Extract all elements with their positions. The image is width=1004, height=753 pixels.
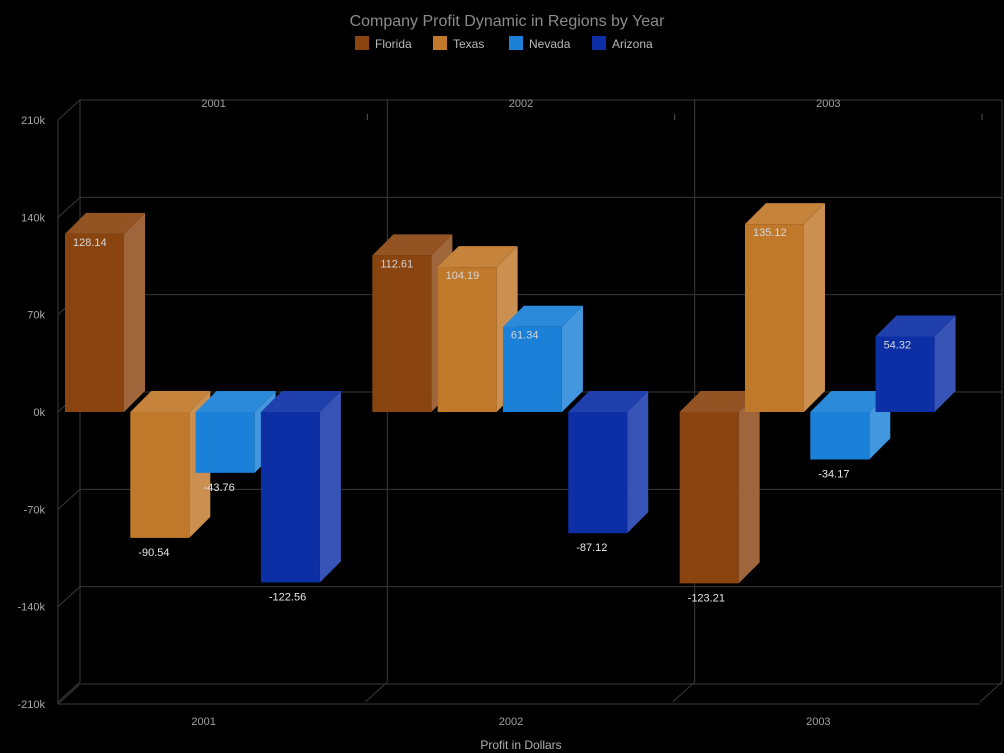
floor-line — [672, 681, 696, 703]
bar-top — [744, 203, 825, 225]
data-label: -123.21 — [688, 592, 725, 604]
data-labels: 128.14 -90.54 -43.76 -122.56 112.61 104.19 61.… — [73, 227, 911, 604]
legend-swatch-florida — [355, 36, 369, 50]
y-tick-label: 70k — [27, 310, 45, 322]
data-label: 61.34 — [511, 330, 539, 342]
bar-top — [810, 391, 891, 412]
bar-florida-2001 — [65, 212, 145, 412]
bar-nevada-2002 — [502, 305, 583, 412]
data-label: 104.19 — [446, 270, 480, 282]
bar-top — [502, 305, 583, 327]
legend-swatch-nevada — [509, 36, 523, 50]
legend-label-florida: Florida — [375, 37, 412, 51]
data-label: 112.61 — [380, 258, 413, 270]
data-label: 54.32 — [884, 339, 912, 351]
bar-front — [130, 412, 190, 538]
bars — [65, 203, 956, 584]
category-label-top: 2003 — [816, 98, 840, 110]
data-label: -87.12 — [576, 542, 607, 554]
bar-arizona-2003 — [875, 315, 956, 412]
gridline-side — [57, 683, 81, 705]
bar-texas-2003 — [744, 203, 825, 412]
y-tick-label: 140k — [21, 212, 45, 224]
data-label: -90.54 — [138, 547, 169, 559]
category-label-bottom: 2003 — [806, 716, 830, 728]
floor-line — [57, 681, 81, 703]
bar-side — [561, 305, 583, 412]
legend-swatch-arizona — [592, 36, 606, 50]
bar-nevada-2001 — [195, 391, 276, 473]
bar-front — [568, 412, 628, 534]
chart-title: Company Profit Dynamic in Regions by Yea… — [350, 13, 665, 30]
bar-top — [65, 212, 145, 234]
category-label-top: 2001 — [201, 98, 225, 110]
bar-front — [502, 326, 562, 412]
floor-line — [979, 681, 1003, 703]
bar-side — [738, 391, 760, 584]
y-tick-label: -140k — [17, 602, 45, 614]
bar-front — [875, 336, 935, 412]
legend-swatch-texas — [433, 36, 447, 50]
bar-side — [803, 203, 825, 412]
bar-top — [260, 391, 341, 412]
y-tick-label: -210k — [17, 699, 45, 711]
legend-label-texas: Texas — [453, 37, 484, 51]
bar-top — [130, 391, 211, 412]
bar-nevada-2003 — [810, 391, 891, 460]
bar-front — [679, 412, 739, 584]
category-label-top: 2002 — [509, 98, 533, 110]
category-label-bottom: 2001 — [191, 716, 215, 728]
bar-front — [195, 412, 255, 473]
bar-top — [195, 391, 276, 412]
data-label: -122.56 — [269, 591, 306, 603]
gridline-side — [57, 99, 81, 121]
bar-front — [65, 233, 124, 412]
floor-line — [364, 681, 388, 703]
legend: Florida Texas Nevada Arizona — [355, 36, 653, 51]
bar-top — [875, 315, 956, 337]
bar-arizona-2001 — [260, 391, 341, 583]
category-label-bottom: 2002 — [499, 716, 523, 728]
data-label: -43.76 — [204, 482, 235, 494]
bar-front — [437, 267, 497, 412]
bar-side — [934, 315, 956, 412]
bar-side — [319, 391, 341, 583]
bar-top — [437, 246, 518, 268]
bar-front — [260, 412, 320, 583]
bar-front — [810, 412, 870, 460]
gridline-side — [57, 196, 81, 218]
y-tick-label: 210k — [21, 115, 45, 127]
legend-label-arizona: Arizona — [612, 37, 653, 51]
gridline-side — [57, 586, 81, 608]
data-label: 128.14 — [73, 237, 107, 249]
bar-texas-2001 — [130, 391, 211, 538]
bar-top — [679, 391, 760, 412]
y-tick-label: 0k — [33, 407, 45, 419]
x-axis-label: Profit in Dollars — [480, 738, 561, 752]
bar-arizona-2002 — [568, 391, 649, 534]
bar-front — [372, 255, 432, 412]
bar-florida-2003 — [679, 391, 760, 584]
bar-side — [124, 212, 145, 412]
data-label: 135.12 — [753, 227, 787, 239]
legend-label-nevada: Nevada — [529, 37, 571, 51]
data-label: -34.17 — [818, 469, 849, 481]
bar-side — [627, 391, 649, 534]
bar-top — [372, 234, 453, 256]
y-tick-label: -70k — [24, 504, 46, 516]
gridline-side — [57, 488, 81, 510]
bar-front — [744, 224, 804, 412]
bar-top — [568, 391, 649, 412]
